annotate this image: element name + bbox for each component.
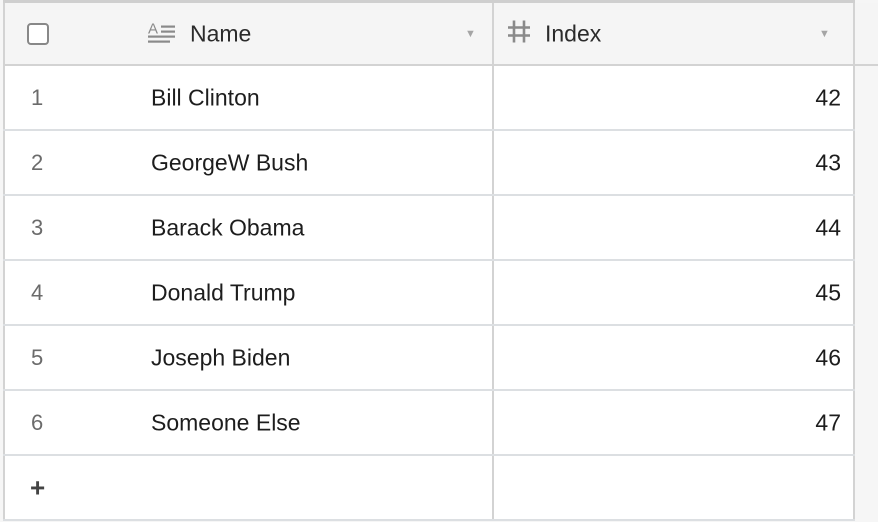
svg-text:A: A	[148, 20, 158, 37]
index-value: 44	[815, 214, 841, 240]
name-value: Bill Clinton	[151, 84, 260, 110]
index-cell[interactable]: 42	[494, 66, 855, 129]
name-cell[interactable]: 6 Someone Else	[3, 391, 494, 454]
header-row: A Name ▼ Index ▼	[3, 3, 855, 66]
table-row[interactable]: 1 Bill Clinton 42	[3, 66, 855, 131]
chevron-down-icon[interactable]: ▼	[819, 27, 830, 40]
row-number: 5	[31, 344, 44, 370]
row-number: 3	[31, 214, 44, 240]
column-label: Name	[190, 20, 252, 46]
select-all-checkbox[interactable]	[27, 22, 49, 45]
index-value: 45	[815, 279, 841, 305]
index-value: 42	[815, 84, 841, 110]
index-cell[interactable]: 46	[494, 326, 855, 389]
chevron-down-icon[interactable]: ▼	[465, 27, 476, 40]
column-label: Index	[545, 20, 602, 46]
row-number: 6	[31, 409, 44, 435]
table-row[interactable]: 5 Joseph Biden 46	[3, 326, 855, 391]
name-cell[interactable]: 3 Barack Obama	[3, 196, 494, 259]
index-cell[interactable]: 44	[494, 196, 855, 259]
name-value: Someone Else	[151, 409, 301, 435]
index-value: 43	[815, 149, 841, 175]
name-value: Barack Obama	[151, 214, 305, 240]
hash-icon	[506, 18, 532, 49]
row-number: 4	[31, 279, 44, 305]
row-number: 2	[31, 149, 44, 175]
index-value: 46	[815, 344, 841, 370]
table-row[interactable]: 4 Donald Trump 45	[3, 261, 855, 326]
name-cell[interactable]: 1 Bill Clinton	[3, 66, 494, 129]
table-row[interactable]: 2 GeorgeW Bush 43	[3, 131, 855, 196]
data-grid: A Name ▼ Index ▼ 1 Bill Clinton 42 2 GeorgeW…	[3, 0, 855, 521]
header-filler	[855, 3, 878, 66]
column-header-name[interactable]: A Name ▼	[3, 3, 494, 64]
name-cell[interactable]: 5 Joseph Biden	[3, 326, 494, 389]
table-row[interactable]: 6 Someone Else 47	[3, 391, 855, 456]
table-row[interactable]: 3 Barack Obama 44	[3, 196, 855, 261]
name-value: Joseph Biden	[151, 344, 291, 370]
add-row[interactable]: +	[3, 456, 855, 521]
plus-icon[interactable]: +	[30, 472, 46, 502]
text-field-icon: A	[148, 18, 180, 49]
column-header-index[interactable]: Index ▼	[494, 3, 855, 64]
row-number: 1	[31, 84, 44, 110]
index-cell[interactable]: 47	[494, 391, 855, 454]
name-value: Donald Trump	[151, 279, 296, 305]
index-cell[interactable]: 45	[494, 261, 855, 324]
index-cell[interactable]: 43	[494, 131, 855, 194]
index-value: 47	[815, 409, 841, 435]
name-value: GeorgeW Bush	[151, 149, 309, 175]
name-cell[interactable]: 2 GeorgeW Bush	[3, 131, 494, 194]
name-cell[interactable]: 4 Donald Trump	[3, 261, 494, 324]
